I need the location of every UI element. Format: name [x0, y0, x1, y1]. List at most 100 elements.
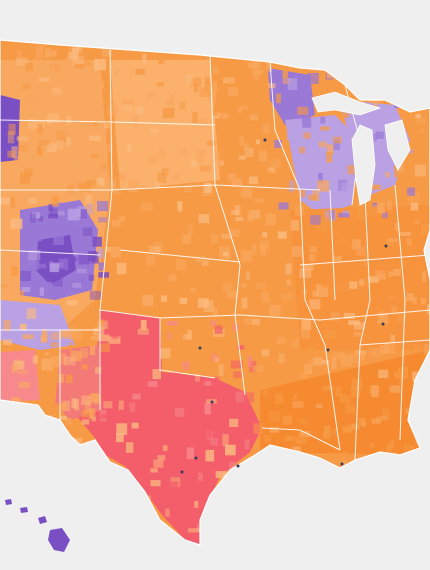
county-tile [213, 376, 220, 384]
county-tile [94, 58, 107, 71]
county-tile [65, 56, 73, 65]
county-tile [386, 200, 392, 211]
county-tile [166, 481, 179, 487]
hawaii-big-island [48, 528, 70, 552]
lake-superior [311, 91, 382, 116]
county-tile [51, 403, 64, 415]
county-tile [111, 219, 121, 227]
county-tile [32, 94, 39, 100]
county-tile [301, 372, 307, 379]
county-tile [140, 320, 147, 330]
county-tile [58, 268, 65, 278]
county-tile [252, 366, 264, 372]
county-tile [332, 428, 338, 436]
county-tile [262, 124, 270, 134]
county-tile [92, 236, 102, 247]
county-tile [274, 140, 282, 148]
county-tile [261, 349, 269, 357]
county-tile [239, 430, 247, 437]
county-tile [263, 387, 268, 397]
county-tile [134, 368, 140, 376]
county-tile [201, 260, 209, 266]
county-tile [27, 71, 35, 82]
county-tile [346, 139, 356, 148]
county-tile [353, 331, 362, 337]
county-tile [340, 355, 352, 367]
county-tile [414, 164, 427, 177]
county-tile [316, 403, 323, 409]
county-tile [419, 128, 425, 133]
county-tile [192, 112, 198, 123]
county-tile [38, 216, 44, 222]
county-tile [80, 348, 89, 359]
county-tile [55, 202, 64, 213]
county-tile [58, 258, 69, 271]
county-tile [414, 219, 420, 224]
county-tile [227, 87, 238, 97]
county-tile [415, 113, 421, 119]
county-tile [186, 447, 194, 459]
county-tile [17, 50, 22, 58]
county-tile [248, 356, 253, 367]
county-tile [198, 214, 210, 224]
county-tile [399, 232, 412, 236]
county-tile [361, 258, 368, 268]
county-tile [20, 172, 31, 185]
county-tile [388, 237, 399, 243]
county-tile [264, 434, 271, 444]
county-tile [150, 468, 158, 473]
county-tile [287, 78, 298, 90]
county-tile [222, 434, 229, 447]
county-tile [32, 212, 41, 219]
city-marker [210, 400, 214, 404]
county-tile [336, 141, 349, 151]
county-tile [394, 371, 398, 379]
county-tile [10, 197, 15, 208]
county-tile [141, 202, 153, 211]
county-tile [36, 45, 44, 52]
county-tile [210, 320, 216, 327]
county-tile [165, 508, 170, 517]
county-tile [70, 329, 82, 341]
county-tile [3, 219, 12, 228]
county-tile [231, 178, 243, 187]
county-tile [139, 454, 144, 465]
county-tile [114, 175, 127, 181]
county-tile [353, 322, 365, 330]
county-tile [97, 248, 104, 259]
county-tile [11, 246, 17, 254]
county-tile [68, 48, 79, 60]
county-tile [110, 246, 121, 258]
county-tile [107, 104, 119, 117]
county-tile [122, 102, 132, 112]
county-tile [247, 213, 255, 222]
county-tile [65, 374, 73, 383]
county-tile [282, 415, 292, 425]
county-tile [212, 109, 218, 116]
county-tile [53, 235, 64, 245]
county-tile [405, 408, 410, 414]
county-tile [278, 353, 285, 364]
county-tile [389, 385, 401, 393]
county-tile [339, 284, 351, 292]
county-tile [282, 66, 288, 79]
county-tile [309, 254, 316, 262]
county-tile [190, 287, 196, 293]
county-tile [237, 345, 245, 350]
county-tile [89, 290, 102, 300]
county-tile [206, 224, 215, 231]
county-tile [106, 261, 116, 272]
county-tile [118, 216, 126, 222]
county-tile [291, 342, 298, 348]
county-tile [195, 373, 200, 382]
county-tile [90, 153, 99, 159]
county-tile [287, 128, 295, 141]
county-tile [142, 295, 154, 306]
county-tile [406, 238, 413, 246]
county-tile [90, 345, 96, 356]
county-tile [243, 131, 255, 138]
county-tile [156, 82, 164, 87]
county-tile [104, 123, 110, 129]
county-tile [235, 391, 246, 403]
county-tile [233, 371, 242, 378]
